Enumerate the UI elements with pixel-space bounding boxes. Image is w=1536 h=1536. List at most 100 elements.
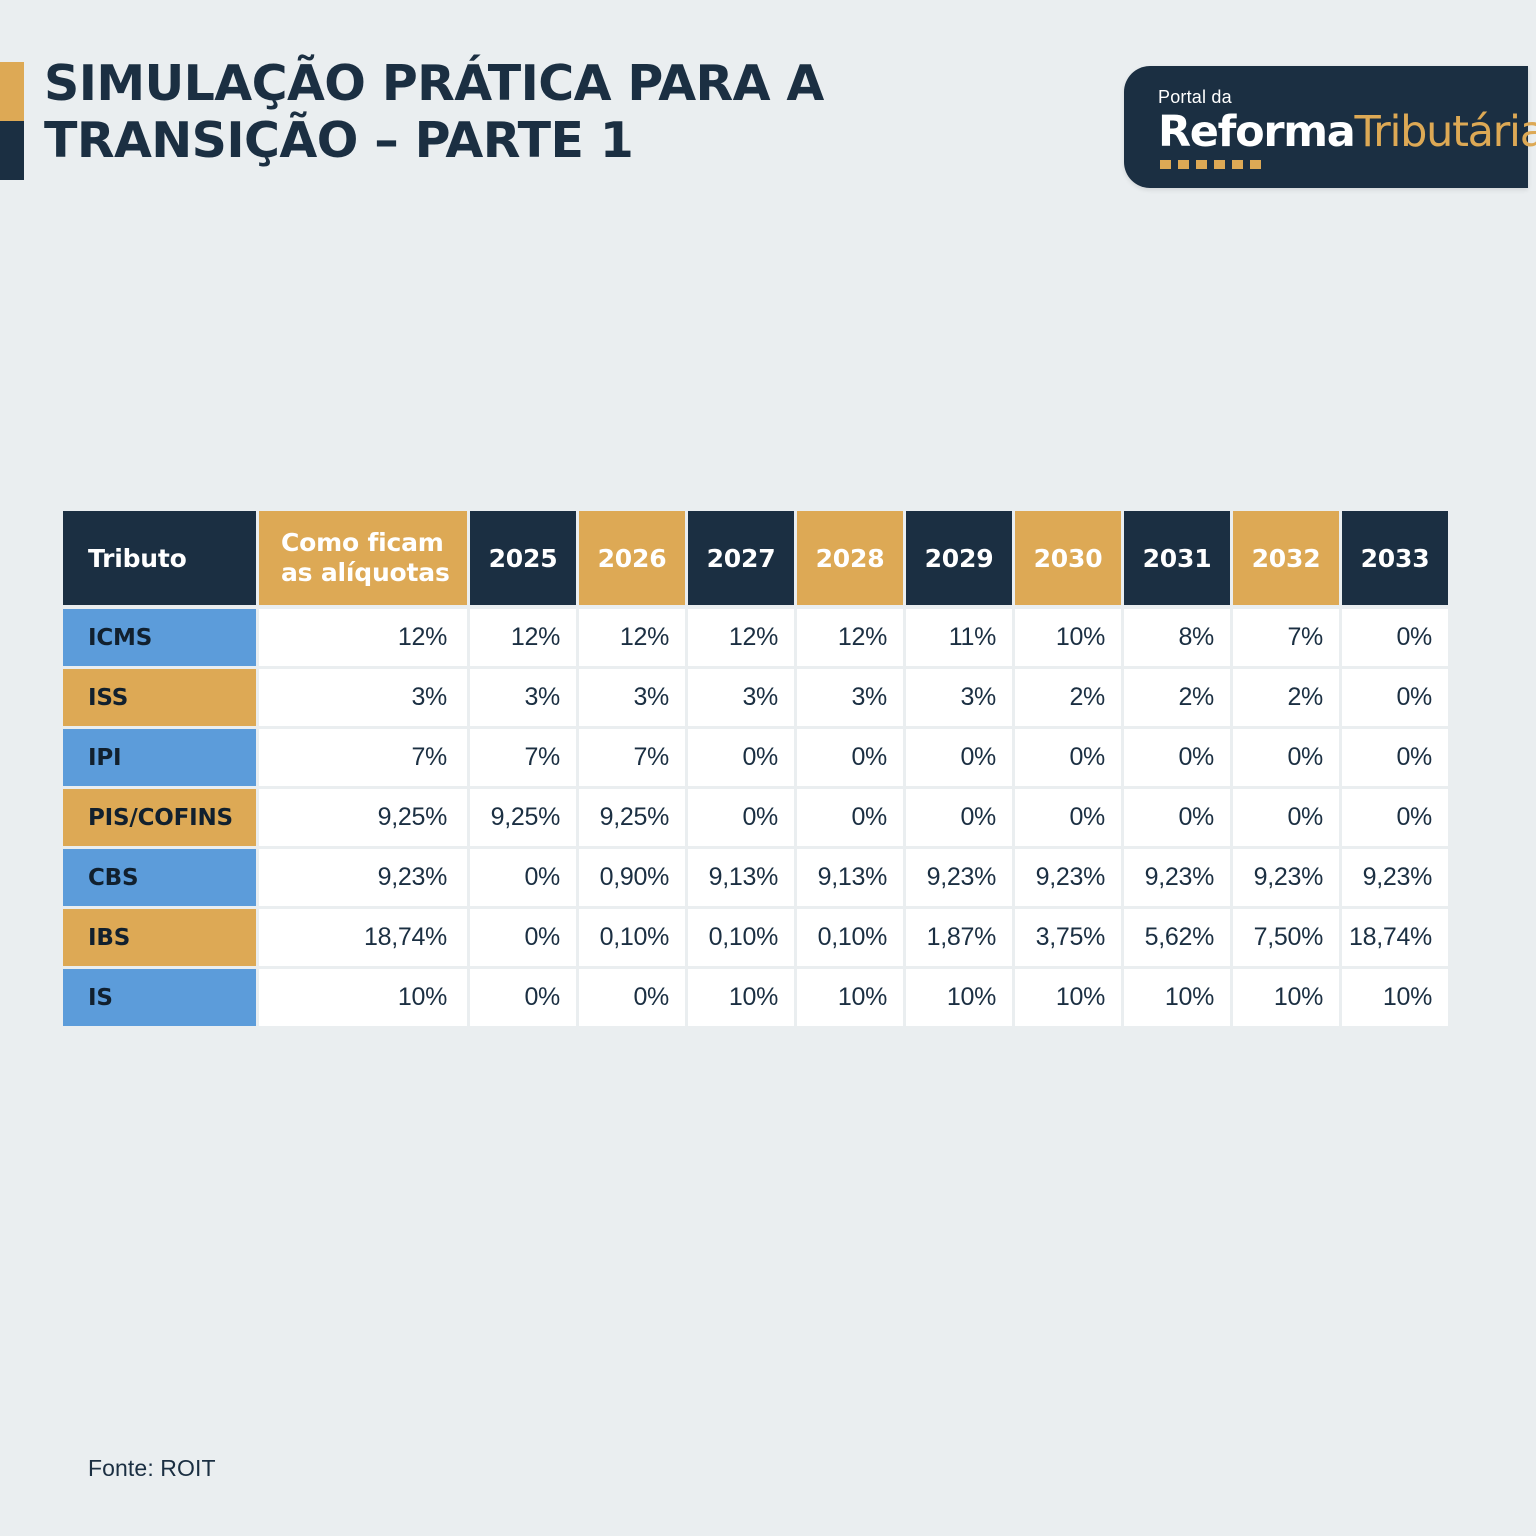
cell-cbs-2025: 0% xyxy=(470,849,576,906)
page-title-line-1: SIMULAÇÃO PRÁTICA PARA A xyxy=(44,55,824,112)
table-row: CBS 9,23% 0% 0,90% 9,13% 9,13% 9,23% 9,23% 9,23%… xyxy=(63,849,1471,906)
cell-iss-2033: 0% xyxy=(1342,669,1448,726)
column-header-2032: 2032 xyxy=(1233,511,1339,605)
brand-dash-icon xyxy=(1250,160,1261,169)
cell-cbs-2028: 9,13% xyxy=(797,849,903,906)
cell-ibs-2032: 7,50% xyxy=(1233,909,1339,966)
accent-bar-bottom xyxy=(0,121,24,180)
cell-ipi-aliquota: 7% xyxy=(259,729,467,786)
row-label-pis-cofins: PIS/COFINS xyxy=(63,789,256,846)
cell-ibs-aliquota: 18,74% xyxy=(259,909,467,966)
cell-cbs-aliquota: 9,23% xyxy=(259,849,467,906)
column-header-2027: 2027 xyxy=(688,511,794,605)
cell-iss-2032: 2% xyxy=(1233,669,1339,726)
cell-ipi-2031: 0% xyxy=(1124,729,1230,786)
cell-pis-cofins-2027: 0% xyxy=(688,789,794,846)
brand-logo-inner: Portal da ReformaTributária xyxy=(1158,88,1536,169)
cell-is-aliquota: 10% xyxy=(259,969,467,1026)
brand-dash-icon xyxy=(1178,160,1189,169)
table-header-row: Tributo Como ficam as alíquotas 2025 202… xyxy=(63,511,1471,605)
cell-iss-2026: 3% xyxy=(579,669,685,726)
column-header-aliquotas: Como ficam as alíquotas xyxy=(259,511,467,605)
cell-is-2029: 10% xyxy=(906,969,1012,1026)
cell-is-2028: 10% xyxy=(797,969,903,1026)
row-label-cbs: CBS xyxy=(63,849,256,906)
cell-ibs-2029: 1,87% xyxy=(906,909,1012,966)
cell-cbs-2029: 9,23% xyxy=(906,849,1012,906)
cell-pis-cofins-2031: 0% xyxy=(1124,789,1230,846)
cell-ibs-2025: 0% xyxy=(470,909,576,966)
cell-is-2033: 10% xyxy=(1342,969,1448,1026)
cell-ipi-2027: 0% xyxy=(688,729,794,786)
cell-iss-2027: 3% xyxy=(688,669,794,726)
cell-cbs-2030: 9,23% xyxy=(1015,849,1121,906)
cell-ibs-2033: 18,74% xyxy=(1342,909,1448,966)
cell-iss-2029: 3% xyxy=(906,669,1012,726)
cell-pis-cofins-2025: 9,25% xyxy=(470,789,576,846)
table-row: PIS/COFINS 9,25% 9,25% 9,25% 0% 0% 0% 0% 0% 0% 0% xyxy=(63,789,1471,846)
cell-is-2026: 0% xyxy=(579,969,685,1026)
cell-ipi-2032: 0% xyxy=(1233,729,1339,786)
cell-iss-2031: 2% xyxy=(1124,669,1230,726)
cell-pis-cofins-2030: 0% xyxy=(1015,789,1121,846)
cell-pis-cofins-2032: 0% xyxy=(1233,789,1339,846)
cell-iss-aliquota: 3% xyxy=(259,669,467,726)
cell-pis-cofins-2028: 0% xyxy=(797,789,903,846)
brand-dash-icon xyxy=(1232,160,1243,169)
cell-icms-aliquota: 12% xyxy=(259,609,467,666)
tax-transition-table: Tributo Como ficam as alíquotas 2025 202… xyxy=(63,511,1471,1029)
cell-icms-2026: 12% xyxy=(579,609,685,666)
cell-is-2030: 10% xyxy=(1015,969,1121,1026)
source-note: Fonte: ROIT xyxy=(88,1455,216,1481)
cell-ipi-2028: 0% xyxy=(797,729,903,786)
brand-dash-icon xyxy=(1160,160,1171,169)
column-header-tributo: Tributo xyxy=(63,511,256,605)
cell-ibs-2030: 3,75% xyxy=(1015,909,1121,966)
row-label-iss: ISS xyxy=(63,669,256,726)
cell-is-2025: 0% xyxy=(470,969,576,1026)
cell-iss-2030: 2% xyxy=(1015,669,1121,726)
cell-icms-2033: 0% xyxy=(1342,609,1448,666)
column-header-2031: 2031 xyxy=(1124,511,1230,605)
table-row: IPI 7% 7% 7% 0% 0% 0% 0% 0% 0% 0% xyxy=(63,729,1471,786)
brand-dash-icon xyxy=(1214,160,1225,169)
brand-dash-icon xyxy=(1196,160,1207,169)
table-body: ICMS 12% 12% 12% 12% 12% 11% 10% 8% 7% 0% ISS 3% 3% 3%… xyxy=(63,609,1471,1026)
cell-cbs-2027: 9,13% xyxy=(688,849,794,906)
page-title: SIMULAÇÃO PRÁTICA PARA A TRANSIÇÃO – PAR… xyxy=(44,55,904,170)
brand-logo: Portal da ReformaTributária xyxy=(1124,66,1536,188)
table-row: ICMS 12% 12% 12% 12% 12% 11% 10% 8% 7% 0% xyxy=(63,609,1471,666)
cell-icms-2031: 8% xyxy=(1124,609,1230,666)
cell-pis-cofins-2033: 0% xyxy=(1342,789,1448,846)
cell-cbs-2031: 9,23% xyxy=(1124,849,1230,906)
accent-bar-top xyxy=(0,62,24,121)
cell-pis-cofins-aliquota: 9,25% xyxy=(259,789,467,846)
cell-cbs-2026: 0,90% xyxy=(579,849,685,906)
cell-pis-cofins-2029: 0% xyxy=(906,789,1012,846)
column-header-2026: 2026 xyxy=(579,511,685,605)
cell-pis-cofins-2026: 9,25% xyxy=(579,789,685,846)
cell-cbs-2033: 9,23% xyxy=(1342,849,1448,906)
cell-ibs-2031: 5,62% xyxy=(1124,909,1230,966)
column-header-aliquotas-line-2: as alíquotas xyxy=(281,558,450,587)
column-header-2033: 2033 xyxy=(1342,511,1448,605)
brand-wordmark: ReformaTributária xyxy=(1158,111,1536,154)
table-row: ISS 3% 3% 3% 3% 3% 3% 2% 2% 2% 0% xyxy=(63,669,1471,726)
row-label-icms: ICMS xyxy=(63,609,256,666)
cell-ipi-2029: 0% xyxy=(906,729,1012,786)
cell-icms-2025: 12% xyxy=(470,609,576,666)
row-label-ibs: IBS xyxy=(63,909,256,966)
cell-ipi-2026: 7% xyxy=(579,729,685,786)
cell-icms-2029: 11% xyxy=(906,609,1012,666)
cell-ipi-2025: 7% xyxy=(470,729,576,786)
table-row: IS 10% 0% 0% 10% 10% 10% 10% 10% 10% 10% xyxy=(63,969,1471,1026)
cell-icms-2028: 12% xyxy=(797,609,903,666)
title-accent-bar xyxy=(0,62,24,180)
column-header-2029: 2029 xyxy=(906,511,1012,605)
column-header-2028: 2028 xyxy=(797,511,903,605)
brand-word-tributaria: Tributária xyxy=(1354,107,1536,157)
cell-icms-2030: 10% xyxy=(1015,609,1121,666)
table-row: IBS 18,74% 0% 0,10% 0,10% 0,10% 1,87% 3,75% 5,62… xyxy=(63,909,1471,966)
column-header-2030: 2030 xyxy=(1015,511,1121,605)
